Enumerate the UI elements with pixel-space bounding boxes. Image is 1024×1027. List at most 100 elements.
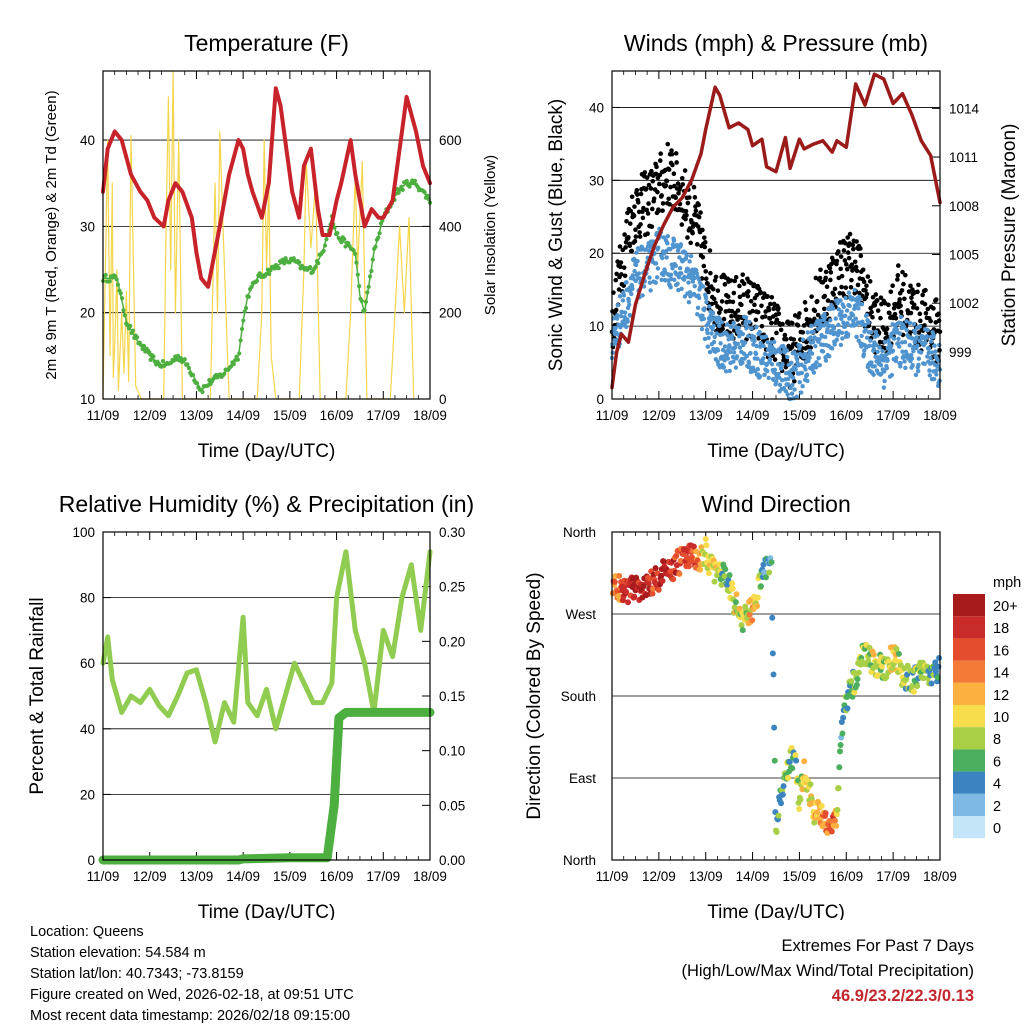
gust-point	[728, 278, 734, 283]
direction-point	[673, 552, 680, 559]
gust-point	[644, 207, 649, 213]
direction-point	[831, 817, 838, 824]
legend-swatch	[953, 616, 985, 639]
dewpoint-point	[316, 261, 321, 266]
x-tick-label: 18/09	[923, 869, 957, 884]
dewpoint-point	[359, 298, 364, 304]
y-axis-label: Percent & Total Rainfall	[27, 597, 48, 794]
wind-point	[890, 348, 896, 353]
gust-point	[613, 277, 619, 283]
wind-point	[917, 324, 923, 329]
gust-point	[778, 327, 784, 333]
wind-point	[712, 334, 717, 340]
gust-point	[897, 297, 903, 302]
gust-point	[916, 282, 921, 288]
x-tick-label: 14/09	[736, 869, 770, 884]
wind-point	[935, 363, 941, 369]
dewpoint-point	[107, 279, 112, 284]
gust-point	[667, 202, 672, 207]
wind-point	[705, 330, 710, 336]
dewpoint-point	[415, 184, 420, 189]
wind-point	[747, 319, 752, 325]
gust-point	[694, 242, 700, 247]
gust-point	[867, 279, 873, 284]
direction-point	[797, 796, 804, 803]
direction-point	[853, 681, 860, 688]
x-tick-label: 11/09	[87, 869, 120, 884]
y-axis-label: Direction (Colored By Speed)	[524, 572, 545, 819]
x-axis-label: Time (Day/UTC)	[707, 441, 845, 462]
gust-point	[860, 267, 866, 273]
wind-point	[911, 321, 917, 327]
wind-point	[696, 276, 701, 282]
y2-tick-label: 400	[439, 219, 462, 234]
direction-point	[914, 683, 921, 690]
gust-point	[627, 243, 633, 249]
gust-point	[908, 283, 913, 289]
wind-point	[722, 358, 727, 363]
gust-point	[784, 336, 789, 342]
y-tick-label: 40	[589, 100, 604, 115]
panel-2: Winds (mph) & Pressure (mb) 11/09 12/09 13/…	[546, 30, 1020, 462]
wind-point	[702, 336, 708, 342]
wind-point	[798, 390, 804, 395]
wind-point	[914, 335, 919, 340]
wind-point	[828, 318, 833, 323]
gust-point	[668, 184, 673, 190]
direction-point	[683, 554, 690, 561]
gust-point	[801, 323, 807, 328]
dewpoint-point	[425, 193, 430, 198]
wind-point	[912, 339, 918, 345]
gust-point	[849, 262, 855, 268]
wind-point	[620, 298, 626, 303]
y2-tick-label: 200	[439, 306, 462, 321]
wind-point	[834, 337, 840, 342]
gust-point	[719, 299, 725, 304]
wind-point	[929, 339, 934, 344]
extremes-title: Extremes For Past 7 Days	[781, 937, 974, 955]
direction-point	[836, 764, 843, 771]
dewpoint-point	[339, 240, 344, 245]
gust-point	[703, 269, 709, 274]
wind-point	[630, 286, 635, 292]
extremes-box: Extremes For Past 7 Days (High/Low/Max W…	[681, 934, 974, 1009]
dewpoint-point	[267, 271, 272, 277]
y-axis-label: Sonic Wind & Gust (Blue, Black)	[546, 99, 567, 371]
gust-point	[875, 308, 881, 313]
direction-point	[883, 674, 890, 681]
gust-point	[643, 186, 649, 192]
wind-point	[670, 266, 675, 271]
wind-point	[798, 343, 803, 348]
gust-point	[748, 298, 754, 304]
wind-point	[898, 364, 903, 369]
wind-point	[924, 334, 930, 339]
gust-point	[617, 244, 623, 249]
direction-point	[792, 752, 799, 759]
wind-point	[867, 343, 872, 349]
wind-point	[898, 314, 904, 320]
wind-point	[717, 316, 722, 322]
wind-point	[809, 323, 814, 329]
wind-point	[786, 376, 791, 381]
dewpoint-point	[287, 260, 292, 265]
dewpoint-point	[321, 248, 326, 253]
gust-point	[651, 196, 657, 201]
gust-point	[712, 278, 718, 283]
wind-point	[909, 352, 914, 358]
gust-point	[922, 323, 927, 328]
dewpoint-point	[241, 318, 246, 323]
gust-point	[776, 305, 781, 311]
wind-point	[695, 305, 701, 310]
legend-label: 10	[993, 710, 1009, 726]
gust-point	[902, 296, 907, 302]
wind-point	[823, 358, 829, 363]
direction-point	[904, 662, 911, 669]
wind-point	[897, 331, 903, 336]
gust-point	[659, 193, 664, 198]
panel-1: Temperature (F) 11/09 12/09 13/09 14/09 15/09…	[43, 30, 499, 462]
gust-point	[740, 272, 746, 277]
wind-point	[706, 335, 711, 341]
gust-point	[731, 290, 737, 296]
wind-point	[916, 362, 921, 368]
wind-point	[673, 263, 678, 268]
